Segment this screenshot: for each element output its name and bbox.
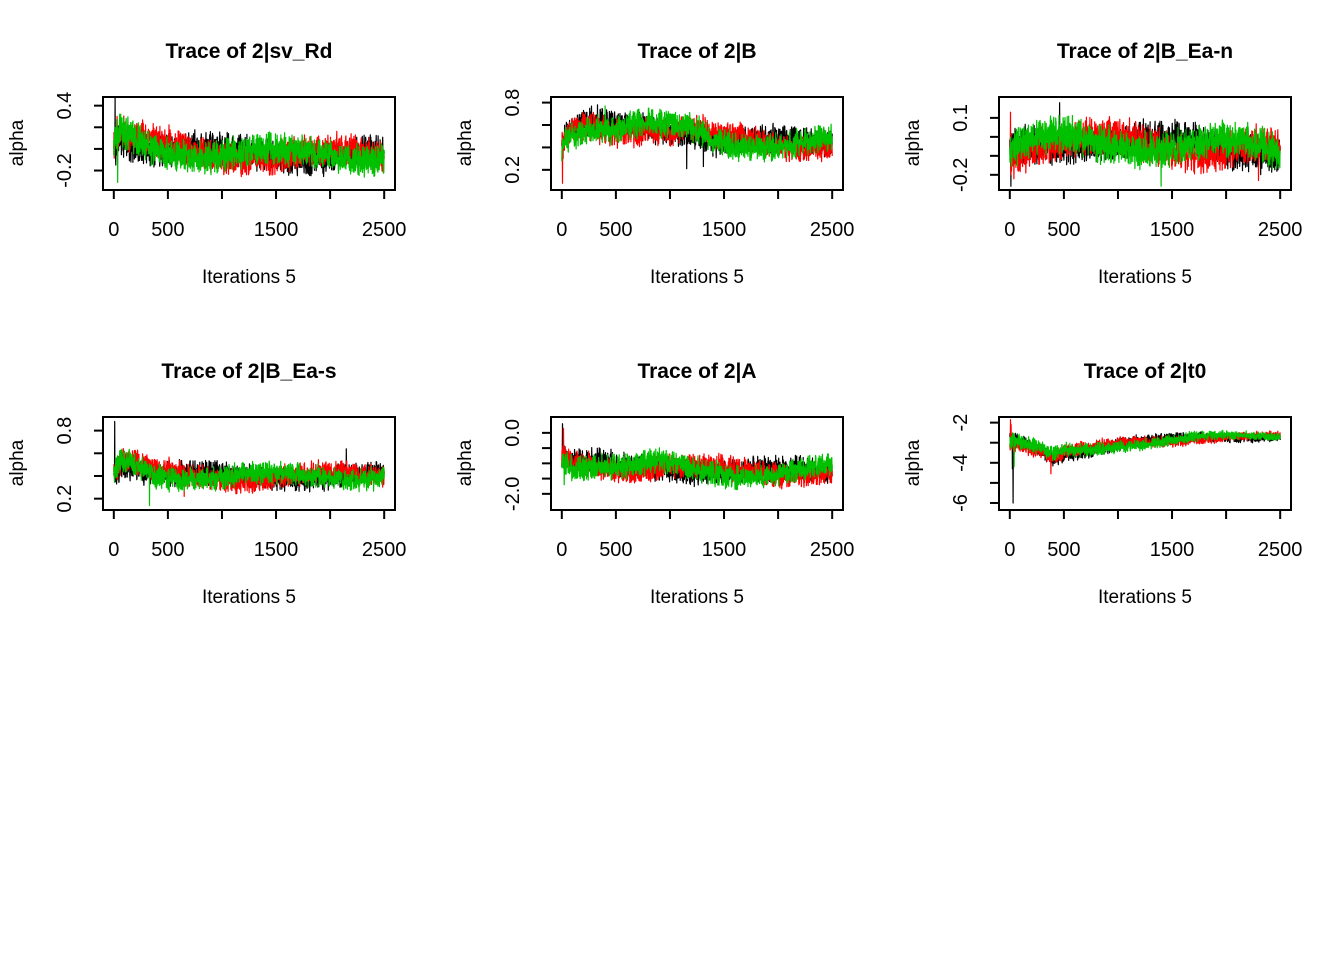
x-axis-title: Iterations 5	[1098, 267, 1192, 288]
svg-text:0: 0	[556, 219, 567, 241]
svg-text:500: 500	[1047, 539, 1080, 561]
subplot-2-A: Trace of 2|A alpha 0 500 1500 2500 0.0 -2.0 I…	[448, 320, 896, 640]
svg-text:-2.0: -2.0	[502, 477, 524, 511]
svg-text:0.8: 0.8	[502, 89, 524, 117]
svg-text:0: 0	[1004, 219, 1015, 241]
svg-text:0: 0	[556, 539, 567, 561]
trace-plot-canvas: 0 500 1500 2500 0.4 -0.2	[54, 92, 407, 241]
svg-text:0: 0	[1004, 539, 1015, 561]
subplot-2-t0: Trace of 2|t0 alpha 0 500 1500 2500 -2 -4 -6 I…	[896, 320, 1344, 640]
svg-text:2500: 2500	[1258, 539, 1303, 561]
svg-text:0: 0	[108, 219, 119, 241]
svg-text:500: 500	[599, 539, 632, 561]
subplot-2-B_Ea-n: Trace of 2|B_Ea-n alpha 0 500 1500 2500 0.1-…	[896, 0, 1344, 320]
plot-title: Trace of 2|sv_Rd	[165, 40, 333, 63]
plot-title: Trace of 2|A	[637, 360, 757, 383]
svg-text:500: 500	[1047, 219, 1080, 241]
trace-plot-canvas: 0 500 1500 2500 0.1 -0.2	[950, 96, 1303, 241]
svg-text:500: 500	[599, 219, 632, 241]
svg-text:0.2: 0.2	[54, 485, 76, 513]
svg-text:0.0: 0.0	[502, 419, 524, 447]
plot-title: Trace of 2|B_Ea-s	[161, 360, 337, 383]
svg-text:-0.2: -0.2	[950, 158, 972, 192]
plot-title: Trace of 2|B_Ea-n	[1056, 40, 1234, 63]
svg-text:2500: 2500	[362, 539, 407, 561]
trace-plot-canvas: 0 500 1500 2500 0.0 -2.0	[502, 416, 855, 561]
svg-text:1500: 1500	[702, 539, 747, 561]
svg-text:1500: 1500	[254, 219, 299, 241]
subplot-2-sv_Rd: Trace of 2|sv_Rd alpha 0 500 1500 2500 0.4 -0…	[0, 0, 448, 320]
x-axis-title: Iterations 5	[202, 587, 296, 608]
svg-text:1500: 1500	[254, 539, 299, 561]
x-axis-title: Iterations 5	[650, 267, 744, 288]
svg-text:1500: 1500	[702, 219, 747, 241]
x-axis-title: Iterations 5	[650, 587, 744, 608]
svg-text:-0.2: -0.2	[54, 153, 76, 187]
svg-text:2500: 2500	[810, 219, 855, 241]
svg-text:2500: 2500	[1258, 219, 1303, 241]
svg-text:0.8: 0.8	[54, 417, 76, 445]
svg-text:0: 0	[108, 539, 119, 561]
trace-plot-canvas: 0 500 1500 2500 0.8 0.2	[54, 416, 407, 561]
subplot-2-B: Trace of 2|B alpha 0 500 1500 2500 0.8 0.2 It…	[448, 0, 896, 320]
trace-plot-canvas: 0 500 1500 2500 -2 -4 -6	[950, 414, 1303, 561]
svg-text:1500: 1500	[1150, 539, 1195, 561]
trace-plot-canvas: 0 500 1500 2500 0.8 0.2	[502, 89, 855, 241]
x-axis-title: Iterations 5	[1098, 587, 1192, 608]
svg-text:2500: 2500	[362, 219, 407, 241]
plot-title: Trace of 2|t0	[1083, 360, 1207, 383]
svg-text:500: 500	[151, 219, 184, 241]
subplot-2-B_Ea-s: Trace of 2|B_Ea-s alpha 0 500 1500 2500 0.8 0…	[0, 320, 448, 640]
svg-text:-4: -4	[950, 454, 972, 472]
svg-text:2500: 2500	[810, 539, 855, 561]
svg-text:-6: -6	[950, 494, 972, 512]
svg-text:0.4: 0.4	[54, 92, 76, 120]
svg-text:500: 500	[151, 539, 184, 561]
svg-text:0.2: 0.2	[502, 156, 524, 184]
x-axis-title: Iterations 5	[202, 267, 296, 288]
svg-text:0.1: 0.1	[950, 104, 972, 132]
svg-text:1500: 1500	[1150, 219, 1195, 241]
svg-text:-2: -2	[950, 414, 972, 432]
plot-title: Trace of 2|B	[637, 40, 757, 63]
